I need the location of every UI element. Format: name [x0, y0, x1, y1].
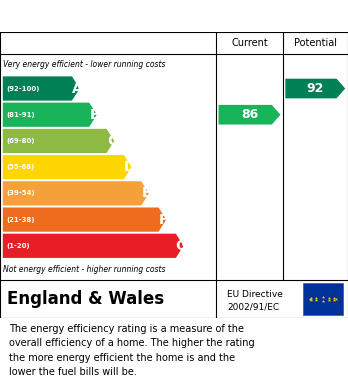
Text: C: C [107, 134, 117, 148]
Text: 2002/91/EC: 2002/91/EC [227, 303, 279, 312]
Text: (81-91): (81-91) [6, 112, 35, 118]
Polygon shape [3, 129, 114, 153]
Polygon shape [3, 76, 80, 100]
Text: (92-100): (92-100) [6, 86, 40, 91]
Text: B: B [89, 108, 100, 122]
Polygon shape [219, 105, 280, 125]
Text: F: F [159, 213, 169, 227]
Text: G: G [175, 239, 187, 253]
Text: Not energy efficient - higher running costs: Not energy efficient - higher running co… [3, 265, 166, 274]
Text: (69-80): (69-80) [6, 138, 35, 144]
Text: (39-54): (39-54) [6, 190, 35, 196]
Polygon shape [285, 79, 345, 99]
Polygon shape [3, 181, 149, 206]
Text: England & Wales: England & Wales [7, 290, 164, 308]
Text: Current: Current [231, 38, 268, 48]
Polygon shape [3, 102, 97, 127]
Text: 92: 92 [307, 82, 324, 95]
Text: The energy efficiency rating is a measure of the
overall efficiency of a home. T: The energy efficiency rating is a measur… [9, 324, 254, 377]
FancyBboxPatch shape [303, 283, 343, 315]
Polygon shape [3, 155, 132, 179]
Text: Potential: Potential [294, 38, 337, 48]
Text: Very energy efficient - lower running costs: Very energy efficient - lower running co… [3, 60, 166, 69]
Text: Energy Efficiency Rating: Energy Efficiency Rating [9, 9, 230, 23]
Text: EU Directive: EU Directive [227, 290, 283, 299]
Polygon shape [3, 208, 166, 232]
Polygon shape [3, 234, 183, 258]
Text: (1-20): (1-20) [6, 243, 30, 249]
Text: D: D [124, 160, 135, 174]
Text: A: A [72, 81, 83, 95]
Text: (55-68): (55-68) [6, 164, 34, 170]
Text: 86: 86 [241, 108, 258, 121]
Text: (21-38): (21-38) [6, 217, 35, 222]
Text: E: E [142, 187, 151, 200]
